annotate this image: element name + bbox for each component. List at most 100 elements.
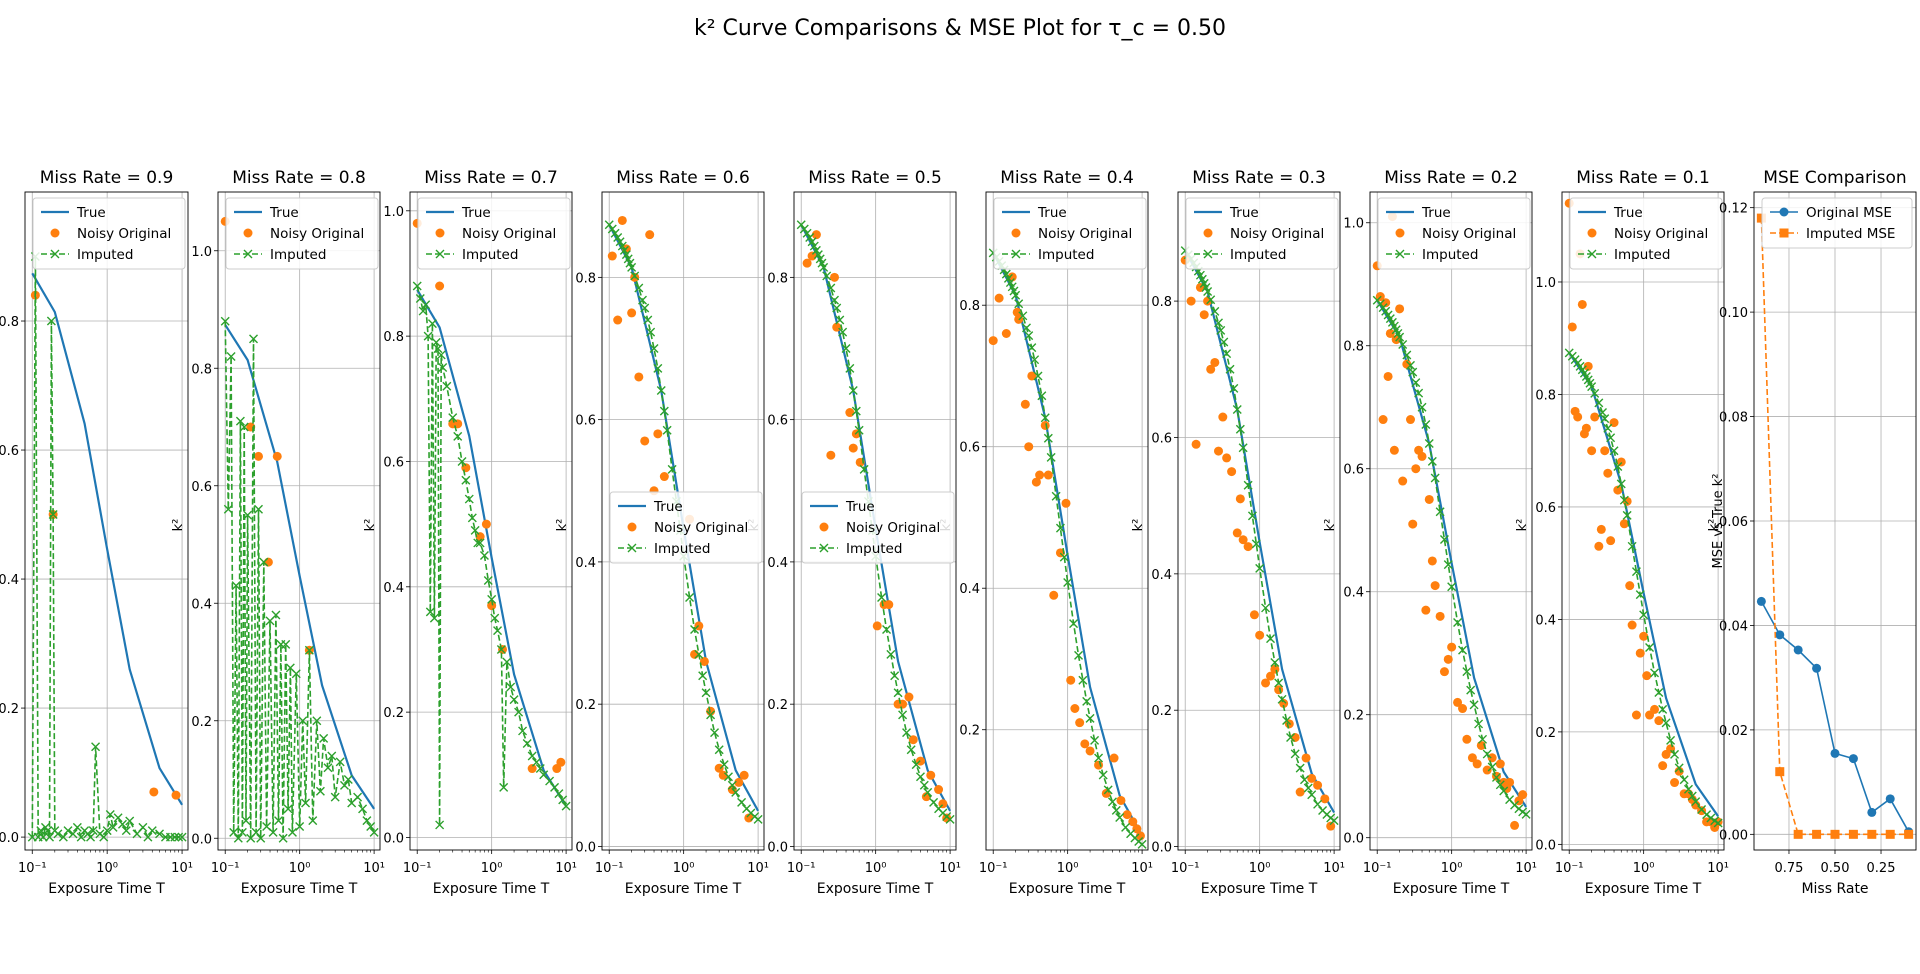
imputed-point xyxy=(433,344,443,354)
imputed-point xyxy=(809,241,819,251)
subplot-3: 0.0 0.2 0.4 0.6 0.8 1.0 10⁻¹ 10⁰ 10¹ Miss Rate = … xyxy=(383,168,577,897)
noisy-point xyxy=(1495,759,1505,769)
imputed-point xyxy=(473,538,483,548)
imputed-point xyxy=(271,610,281,620)
legend-item-noisy-original: Noisy Original xyxy=(819,520,940,536)
noisy-point xyxy=(1024,442,1034,452)
legend-item-noisy-original: Noisy Original xyxy=(435,226,556,242)
series-noisy-original xyxy=(1564,198,1723,833)
noisy-point xyxy=(1573,412,1583,422)
mse-original-point xyxy=(1867,807,1877,817)
imputed-point xyxy=(1037,391,1047,401)
legend-box xyxy=(417,197,571,270)
imputed-point xyxy=(1466,685,1476,695)
x-axis-label: Exposure Time T xyxy=(48,881,165,897)
imputed-point xyxy=(1619,495,1629,505)
y-tick-label: 0.8 xyxy=(575,271,596,286)
noisy-point xyxy=(487,601,497,611)
plot-area xyxy=(220,216,379,843)
legend-marker xyxy=(243,249,253,259)
subplot-6: 0.2 0.4 0.6 0.8 10⁻¹ 10⁰ 10¹ Miss Rate = 0.4 Exp… xyxy=(959,168,1153,897)
subplot-4: 0.0 0.2 0.4 0.6 0.8 10⁻¹ 10⁰ 10¹ Miss Rate = 0.6… xyxy=(575,168,769,897)
x-tick-label: 10⁻¹ xyxy=(403,861,432,876)
noisy-point xyxy=(734,777,744,787)
x-tick-label: 10⁻¹ xyxy=(1555,861,1584,876)
mse-imputed-point xyxy=(1867,829,1877,839)
imputed-point xyxy=(483,576,493,586)
imputed-point xyxy=(1011,290,1021,300)
imputed-point xyxy=(1085,713,1095,723)
noisy-point xyxy=(1012,307,1022,317)
legend-label: Imputed xyxy=(1230,247,1286,263)
imputed-point xyxy=(826,283,836,293)
imputed-point xyxy=(1295,763,1305,773)
imputed-point xyxy=(731,787,741,797)
imputed-point xyxy=(220,316,230,326)
noisy-point xyxy=(1075,718,1085,728)
subplot-title: Miss Rate = 0.6 xyxy=(616,168,750,188)
imputed-point xyxy=(1631,567,1641,577)
noisy-point xyxy=(802,258,812,268)
y-tick-label: 0.0 xyxy=(1535,838,1556,853)
imputed-point xyxy=(231,581,241,591)
series-imputed xyxy=(1372,295,1531,819)
imputed-point xyxy=(841,344,851,353)
imputed-point xyxy=(640,303,650,313)
y-tick-label: 0.8 xyxy=(0,315,19,330)
imputed-point xyxy=(143,832,153,842)
noisy-point xyxy=(1518,790,1528,800)
series-imputed-mse xyxy=(1756,213,1914,839)
imputed-point xyxy=(88,826,98,836)
imputed-point xyxy=(358,804,368,814)
noisy-point xyxy=(908,735,918,745)
imputed-point xyxy=(1103,785,1113,795)
noisy-point xyxy=(1085,746,1095,756)
noisy-point xyxy=(926,770,936,780)
imputed-point xyxy=(1255,563,1265,573)
noisy-point xyxy=(807,251,817,261)
imputed-point xyxy=(448,413,458,423)
imputed-point xyxy=(147,826,157,836)
imputed-point xyxy=(493,626,503,636)
y-tick-label: 0.4 xyxy=(959,582,980,597)
legend-label: Noisy Original xyxy=(462,226,556,242)
noisy-point xyxy=(435,281,445,291)
legend: True Noisy Original Imputed xyxy=(225,197,379,270)
imputed-point xyxy=(919,780,929,790)
imputed-point xyxy=(91,742,101,752)
legend-label: Imputed xyxy=(1038,247,1094,263)
imputed-point xyxy=(822,271,832,281)
y-tick-label: 0.10 xyxy=(1719,306,1748,321)
legend-item-imputed: Imputed xyxy=(234,247,326,263)
series-imputed xyxy=(220,316,379,843)
legend-box xyxy=(1569,197,1723,270)
noisy-point xyxy=(1453,697,1463,707)
legend-label: Noisy Original xyxy=(270,226,364,242)
imputed-point xyxy=(1024,331,1034,341)
y-axis-label: k² xyxy=(555,519,570,532)
y-tick-label: 1.0 xyxy=(1535,276,1556,291)
legend-marker xyxy=(1011,249,1021,259)
legend-item-true: True xyxy=(618,499,683,515)
imputed-point xyxy=(1635,590,1645,600)
noisy-point xyxy=(739,770,749,780)
imputed-point xyxy=(254,504,263,514)
imputed-point xyxy=(1040,413,1050,423)
imputed-point xyxy=(308,816,318,826)
noisy-point xyxy=(1395,304,1405,314)
y-tick-label: 0.2 xyxy=(1535,726,1556,741)
imputed-point xyxy=(694,649,704,659)
grid xyxy=(1562,192,1724,850)
legend-label: True xyxy=(269,205,299,221)
imputed-point xyxy=(1069,619,1079,629)
noisy-point xyxy=(1650,704,1660,714)
imputed-point xyxy=(1598,407,1607,417)
mse-imputed-point xyxy=(1812,829,1822,839)
imputed-point xyxy=(1282,715,1292,725)
axes-frame xyxy=(985,191,1149,851)
noisy-point xyxy=(1435,611,1445,621)
legend-label: Imputed MSE xyxy=(1806,226,1895,242)
noisy-point xyxy=(1616,457,1626,467)
imputed-point xyxy=(1609,446,1619,456)
imputed-point xyxy=(499,782,509,792)
